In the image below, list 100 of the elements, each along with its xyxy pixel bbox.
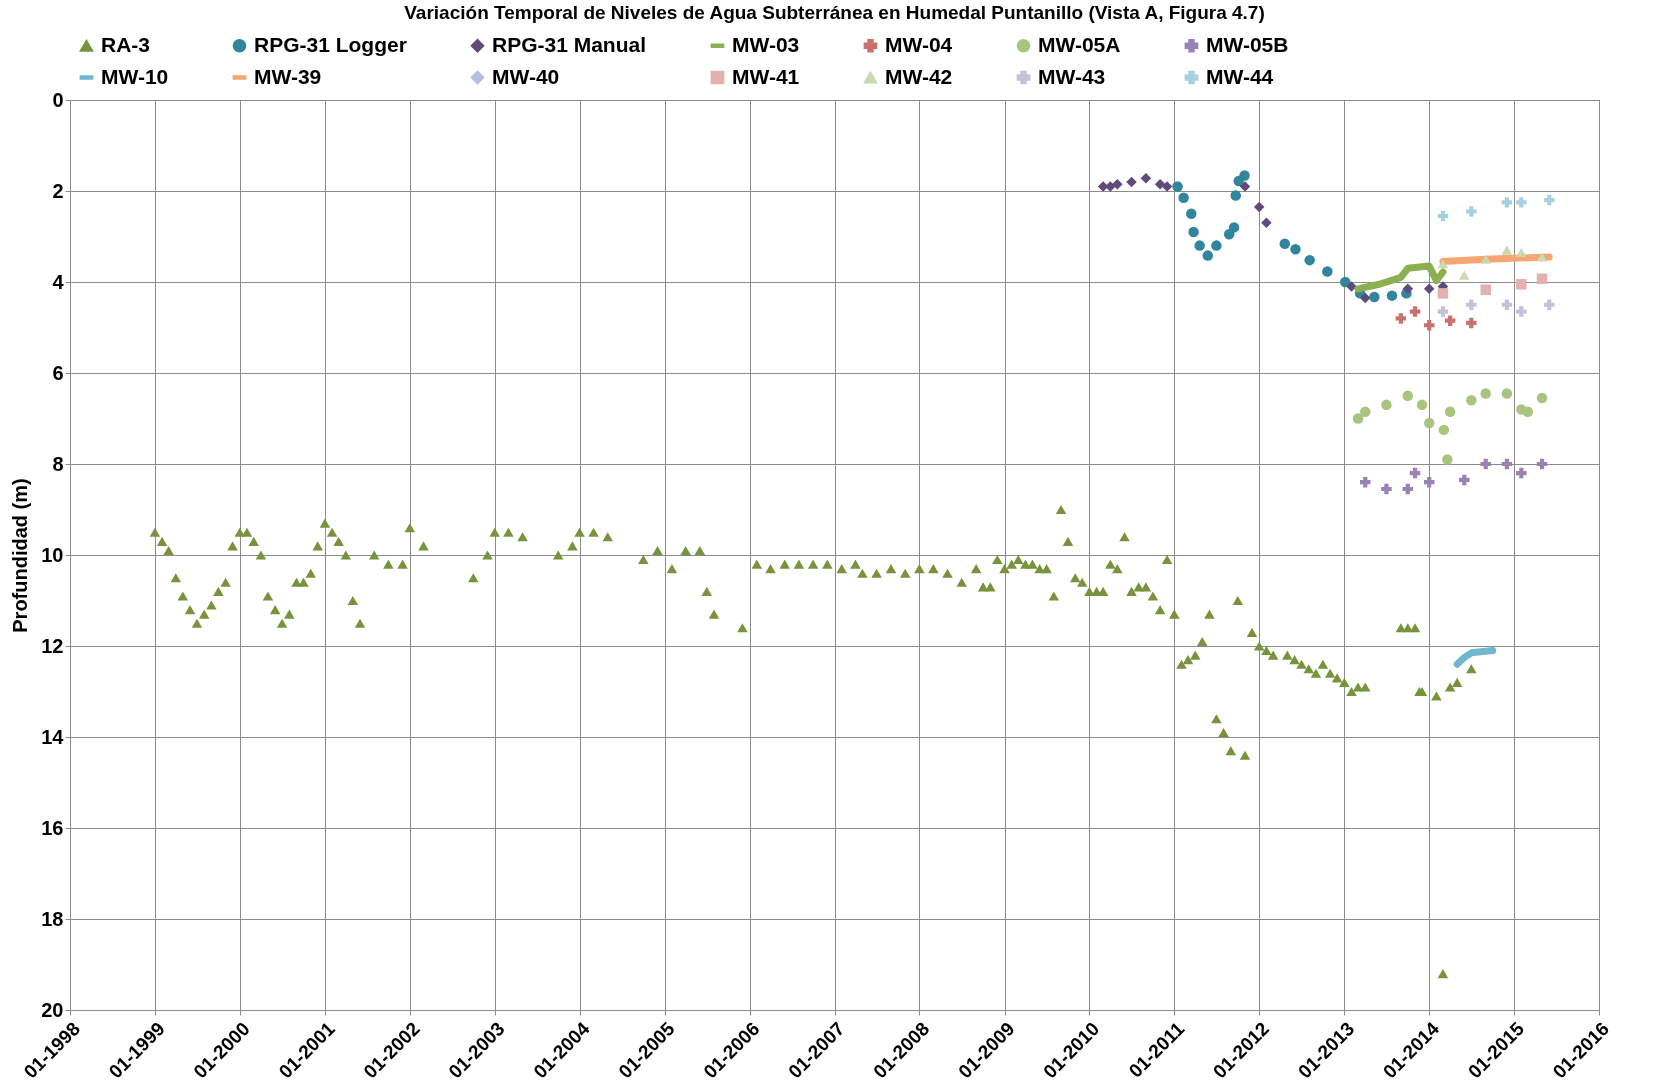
y-tick-label: 20 [41,998,64,1021]
point [1360,476,1371,488]
point [1346,281,1357,292]
y-tick-label: 0 [52,88,64,111]
point [1369,291,1380,303]
point [1437,288,1449,299]
point [1340,276,1351,288]
point [1516,306,1527,317]
legend-label: RA-3 [101,32,151,56]
legend-label: MW-40 [492,64,560,88]
point [1360,406,1371,417]
point [1423,476,1435,488]
point [1516,247,1527,257]
point [1466,395,1477,406]
point [1501,388,1513,399]
y-tick-label: 12 [41,634,64,657]
point [1202,250,1214,261]
point [1126,176,1137,188]
point [1409,467,1421,479]
y-tick-label: 10 [41,543,64,566]
y-tick-label: 6 [52,361,64,384]
point [1105,181,1116,192]
point [1442,454,1453,465]
point [1466,317,1477,329]
point [1423,283,1435,295]
legend-label: MW-43 [1038,64,1106,88]
point [1416,399,1428,411]
point [1466,206,1477,217]
legend-label: MW-42 [885,64,953,88]
point [1239,170,1250,181]
point [1423,319,1435,331]
point [1322,266,1333,277]
point [1466,299,1477,310]
point [1444,315,1456,326]
point [1480,458,1491,470]
point [1154,178,1166,190]
point [1402,283,1414,295]
point [1516,197,1527,208]
point [1516,467,1527,479]
legend-label: RPG-31 Manual [492,32,647,56]
point [1516,279,1527,290]
y-axis-title: Profundidad (m) [9,478,32,633]
legend-label: MW-05B [1206,32,1289,56]
point [1536,458,1548,470]
point [1290,244,1301,255]
point [1395,313,1407,324]
chart-title: Variación Temporal de Niveles de Agua Subterránea en Humedal Puntanillo (Vista A, Figura 4.7) [404,2,1265,23]
point [1228,222,1240,233]
point [1381,399,1392,411]
point [1253,201,1265,213]
point [1536,252,1548,262]
point [1501,299,1513,310]
y-tick-label: 8 [52,452,64,475]
point [1501,245,1513,255]
y-tick-label: 4 [52,270,65,293]
point [1543,194,1555,206]
legend-label: MW-05A [1038,32,1121,56]
point [1352,413,1364,424]
point [1186,208,1197,219]
legend-label: MW-44 [1206,64,1274,88]
point [1194,240,1205,251]
point [1261,217,1272,229]
point [1360,292,1371,304]
point [1402,390,1414,401]
y-tick-label: 18 [41,907,64,930]
legend-label: RPG-31 Logger [254,32,407,56]
point [1480,388,1491,399]
point [1304,254,1315,266]
point [1230,190,1241,201]
point [1437,210,1449,222]
point [1536,273,1548,285]
y-tick-label: 16 [41,816,64,839]
point [1211,240,1222,251]
point [1423,417,1435,429]
point [1161,181,1173,192]
point [1522,406,1534,417]
point [1444,406,1456,417]
point [1409,306,1421,317]
point [1381,483,1392,495]
y-tick-label: 2 [52,179,64,202]
point [1480,284,1491,295]
point [1536,392,1548,404]
y-tick-label: 14 [41,725,65,748]
point [1239,181,1251,192]
point [1386,290,1398,301]
legend-label: MW-04 [885,32,953,56]
point [1140,173,1152,184]
point [1112,178,1123,190]
point [1178,192,1189,204]
legend-label: MW-39 [254,64,322,88]
legend-label: MW-10 [101,64,169,88]
point [1459,474,1470,486]
point [1437,259,1449,269]
point [1437,306,1449,317]
legend-label: MW-41 [732,64,800,88]
point [1438,424,1450,436]
point [1501,197,1513,208]
point [1279,238,1291,250]
point [1459,270,1470,280]
point [1188,226,1199,238]
